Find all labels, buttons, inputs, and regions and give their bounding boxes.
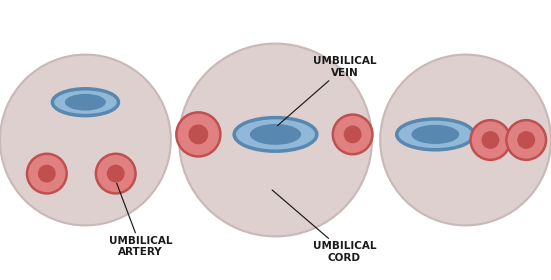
Text: UMBILICAL
ARTERY: UMBILICAL ARTERY	[109, 183, 172, 257]
Ellipse shape	[506, 120, 546, 160]
Ellipse shape	[27, 154, 67, 193]
Ellipse shape	[344, 125, 361, 143]
Ellipse shape	[188, 125, 208, 144]
Ellipse shape	[471, 120, 510, 160]
Ellipse shape	[52, 89, 118, 116]
Ellipse shape	[176, 112, 220, 157]
Ellipse shape	[96, 154, 136, 193]
Ellipse shape	[333, 115, 372, 154]
Ellipse shape	[234, 118, 317, 151]
Ellipse shape	[0, 55, 171, 225]
Ellipse shape	[412, 125, 459, 144]
Ellipse shape	[482, 131, 499, 149]
Ellipse shape	[107, 165, 125, 183]
Ellipse shape	[179, 44, 372, 236]
Ellipse shape	[517, 131, 535, 149]
Text: UMBILICAL
VEIN: UMBILICAL VEIN	[278, 56, 376, 125]
Text: UMBILICAL
CORD: UMBILICAL CORD	[272, 190, 376, 263]
Ellipse shape	[397, 119, 474, 150]
Ellipse shape	[38, 165, 56, 183]
Ellipse shape	[65, 94, 106, 111]
Ellipse shape	[380, 55, 551, 225]
Ellipse shape	[250, 124, 301, 145]
